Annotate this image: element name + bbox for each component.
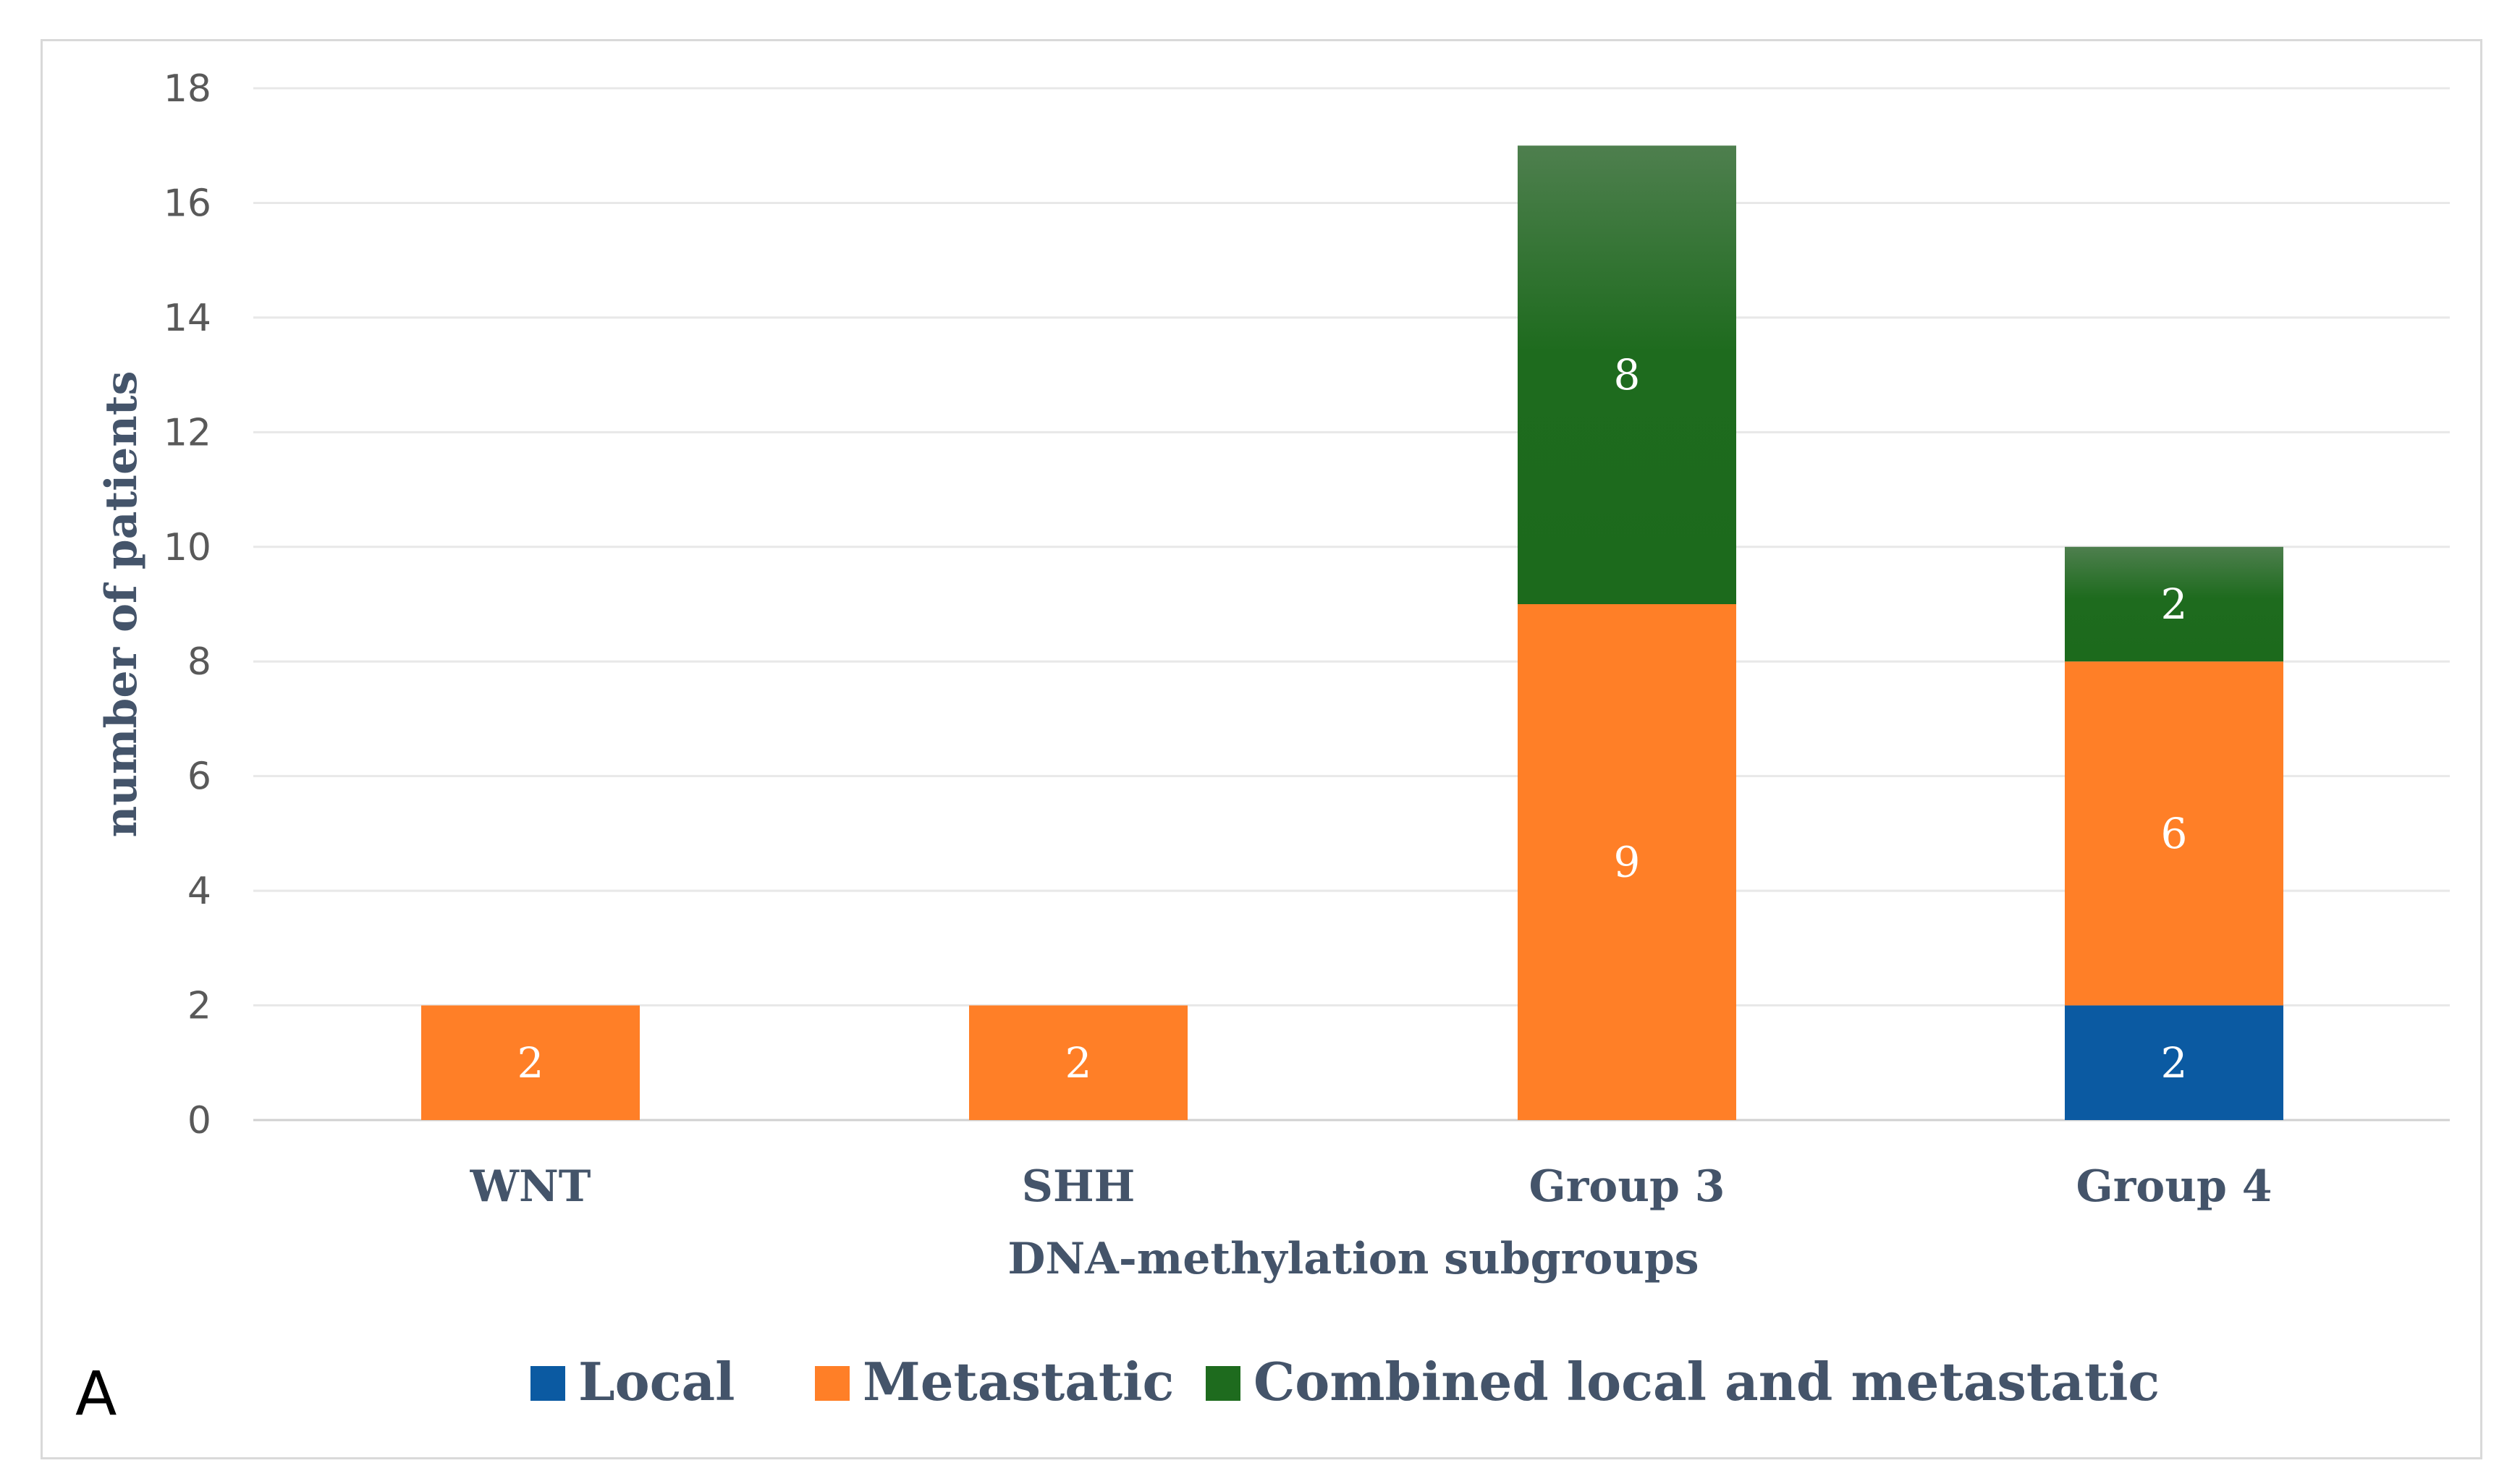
y-tick-label: 10	[164, 526, 211, 569]
y-tick-label: 16	[164, 182, 211, 225]
y-axis-title: number of patients	[96, 371, 147, 838]
legend-swatch-local	[530, 1366, 565, 1401]
x-tick-label: SHH	[1022, 1161, 1136, 1212]
y-tick-label: 12	[164, 411, 211, 454]
y-axis-ticks: 0 2 4 6 8 10 12 14 16 18	[164, 67, 211, 1142]
x-tick-label: WNT	[470, 1161, 591, 1212]
x-tick-label: Group 4	[2076, 1161, 2272, 1212]
legend-swatch-combined	[1206, 1366, 1240, 1401]
y-tick-label: 18	[164, 67, 211, 111]
data-label-combined: 8	[1614, 350, 1641, 399]
y-tick-label: 6	[187, 755, 211, 799]
data-label-metastatic: 2	[517, 1038, 544, 1087]
legend-label-local: Local	[578, 1351, 735, 1412]
y-tick-label: 14	[164, 297, 211, 340]
y-tick-label: 4	[187, 870, 211, 913]
data-label-metastatic: 2	[1065, 1038, 1092, 1087]
data-label-combined: 2	[2161, 580, 2188, 629]
legend: Local Metastatic Combined local and metast…	[530, 1351, 2160, 1412]
bar-metastatic-group-3	[1518, 604, 1736, 1120]
data-label-metastatic: 9	[1614, 838, 1641, 887]
data-label-metastatic: 6	[2161, 809, 2188, 858]
bar-metastatic-shh	[969, 1005, 1188, 1120]
y-tick-label: 0	[187, 1099, 211, 1142]
bars	[421, 145, 2283, 1120]
legend-label-combined: Combined local and metastatic	[1253, 1351, 2160, 1412]
legend-swatch-metastatic	[815, 1366, 850, 1401]
x-axis-categories: WNT SHH Group 3 Group 4	[470, 1161, 2272, 1212]
bar-metastatic-group-4	[2065, 661, 2283, 1006]
data-labels: 2 2 9 8 2 6 2	[517, 350, 2188, 1087]
x-axis-title: DNA-methylation subgroups	[1007, 1234, 1699, 1284]
bar-metastatic-wnt	[421, 1005, 640, 1120]
x-tick-label: Group 3	[1529, 1161, 1725, 1212]
y-tick-label: 8	[187, 640, 211, 684]
bar-local-group-4	[2065, 1005, 2283, 1120]
bar-combined-group-3	[1518, 145, 1736, 604]
panel-label: A	[75, 1358, 117, 1429]
data-label-local: 2	[2161, 1038, 2188, 1087]
legend-label-metastatic: Metastatic	[863, 1351, 1174, 1412]
y-tick-label: 2	[187, 985, 211, 1028]
bar-combined-group-4	[2065, 546, 2283, 662]
